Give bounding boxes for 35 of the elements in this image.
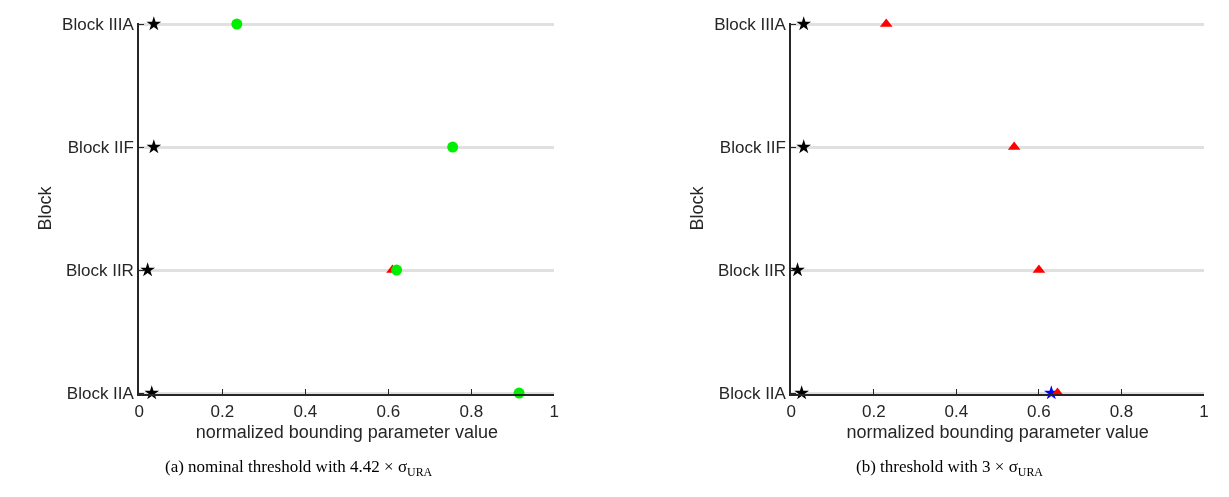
point	[146, 16, 162, 31]
y-tick-label: Block IIIA	[62, 14, 135, 34]
x-tick-label: 0.8	[459, 401, 484, 421]
x-tick-label: 1	[1199, 401, 1209, 421]
y-tick-label: Block IIR	[717, 260, 786, 280]
x-tick-label: 0	[134, 401, 145, 421]
point	[796, 139, 812, 154]
point	[140, 262, 155, 277]
point	[231, 18, 243, 30]
x-tick-label: 0.2	[862, 401, 886, 421]
x-axis-title: normalized bounding parameter value	[846, 422, 1149, 443]
point	[790, 262, 805, 277]
annotation: (b) threshold with 3 × σ$_{URA}$	[856, 457, 1044, 479]
annotation: (a) nominal threshold with 4.42 × σ$_{URA}$	[165, 457, 433, 479]
y-tick-label: Block IIA	[66, 383, 135, 403]
x-axis-title: normalized bounding parameter value	[195, 422, 498, 443]
point	[391, 264, 403, 276]
y-tick-label: Block IIA	[718, 383, 787, 403]
x-tick-label: 0.4	[293, 401, 318, 421]
x-tick-label: 0.4	[944, 401, 969, 421]
x-tick-label: 0.6	[1027, 401, 1051, 421]
y-axis-title: Block	[686, 185, 707, 231]
x-tick-label: 0.2	[210, 401, 235, 421]
x-tick-label: 0.8	[1109, 401, 1134, 421]
y-tick-label: Block IIF	[67, 137, 134, 157]
point	[146, 139, 162, 154]
point	[447, 141, 459, 153]
y-tick-label: Block IIR	[65, 260, 134, 280]
point	[796, 16, 812, 31]
y-tick-label: Block IIF	[719, 137, 786, 157]
x-tick-label: 0.6	[376, 401, 401, 421]
x-tick-label: 1	[549, 401, 560, 421]
x-tick-label: 0	[786, 401, 797, 421]
y-tick-label: Block IIIA	[714, 14, 787, 34]
y-axis-title: Block	[34, 185, 55, 231]
